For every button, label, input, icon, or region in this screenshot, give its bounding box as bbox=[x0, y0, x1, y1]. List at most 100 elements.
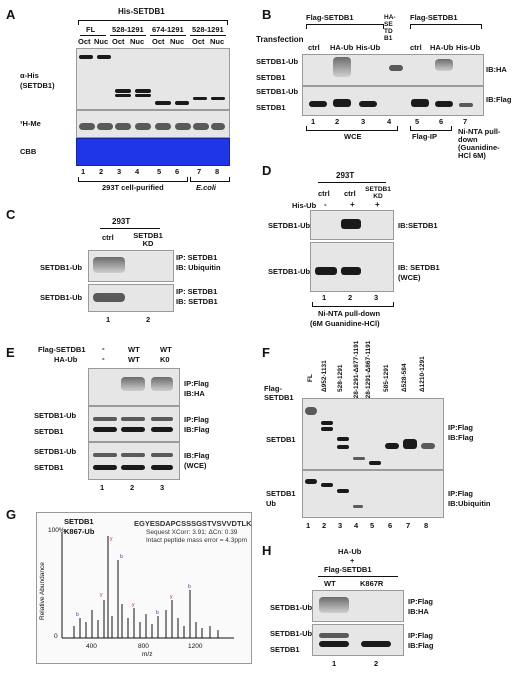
blot-h1 bbox=[312, 590, 404, 622]
lane-number: 3 bbox=[338, 521, 343, 530]
ip-label: (WCE) bbox=[184, 461, 207, 470]
h-header: Flag-SETDB1 bbox=[324, 565, 372, 574]
lane-number: 4 bbox=[387, 117, 392, 126]
blot-f1 bbox=[302, 398, 444, 470]
svg-text:b: b bbox=[120, 554, 123, 560]
band-label: SETDB1-Ub bbox=[268, 267, 311, 276]
row-label: Flag-SETDB1 bbox=[38, 345, 86, 354]
col-label: WT bbox=[324, 579, 336, 588]
ip-label: IP:Flag bbox=[448, 423, 474, 432]
h-header: HA-Ub bbox=[338, 547, 362, 556]
band-label: SETDB1-Ub bbox=[256, 57, 299, 66]
band-label: SETDB1-Ub bbox=[270, 629, 313, 638]
svg-text:y: y bbox=[100, 592, 103, 598]
col-label: K867R bbox=[360, 579, 384, 588]
panel-a-header: His-SETDB1 bbox=[118, 7, 165, 16]
lane-number: 1 bbox=[106, 315, 111, 324]
svg-text:y: y bbox=[170, 594, 173, 600]
lane-number: 1 bbox=[81, 167, 86, 176]
svg-text:b: b bbox=[188, 584, 191, 590]
row-label: (SETDB1) bbox=[20, 81, 55, 90]
his-ub-label: His-Ub bbox=[292, 201, 317, 210]
lane-number: 3 bbox=[361, 117, 366, 126]
blot-ub bbox=[88, 250, 174, 282]
lane-number: 7 bbox=[197, 167, 202, 176]
band-label: SETDB1 bbox=[34, 463, 64, 472]
lane-number: 4 bbox=[354, 521, 359, 530]
fraction-label: Nuc bbox=[210, 37, 225, 46]
group-label: 528-1291 bbox=[112, 25, 144, 34]
blot-h3me bbox=[76, 110, 230, 138]
panel-a-letter: A bbox=[6, 7, 16, 22]
blot-ib-ha bbox=[302, 54, 484, 86]
fraction-label: Oct bbox=[192, 37, 205, 46]
fraction-label: Nuc bbox=[94, 37, 109, 46]
ip-label: IB:HA bbox=[184, 389, 205, 398]
panel-e-letter: E bbox=[6, 345, 15, 360]
xtick: 800 bbox=[138, 643, 149, 650]
blot-d1 bbox=[310, 210, 394, 240]
spectrum-peaks bbox=[73, 536, 219, 638]
band-label: SETDB1 bbox=[34, 427, 64, 436]
ip-label: IP:Flag bbox=[448, 489, 474, 498]
lane-number: 5 bbox=[370, 521, 375, 530]
fraction-label: Oct bbox=[152, 37, 165, 46]
construct-label: 528-1291-Δ877-1191 bbox=[353, 340, 360, 402]
ytick: 100% bbox=[48, 527, 65, 534]
lane-number: 2 bbox=[335, 117, 340, 126]
fraction-label: Oct bbox=[78, 37, 91, 46]
blot-cbb bbox=[76, 138, 230, 166]
col-label: ctrl bbox=[318, 189, 330, 198]
lane-number: 1 bbox=[322, 293, 327, 302]
x-axis-label: m/z bbox=[142, 651, 153, 658]
blot-h2 bbox=[312, 624, 404, 656]
panel-f-letter: F bbox=[262, 345, 270, 360]
row-label: HA-Ub bbox=[54, 355, 78, 364]
col-label: HA-Ub bbox=[430, 43, 454, 52]
cond: WT bbox=[160, 345, 172, 354]
lane-number: 6 bbox=[175, 167, 180, 176]
ip-label: IB: Ubiquitin bbox=[176, 263, 221, 272]
panel-d-letter: D bbox=[262, 163, 272, 178]
ib-label: (WCE) bbox=[398, 273, 421, 282]
source-293t: 293T cell-purified bbox=[102, 183, 164, 192]
row-label: ³H-Me bbox=[20, 119, 41, 128]
lane-number: 2 bbox=[146, 315, 151, 324]
cond: WT bbox=[128, 345, 140, 354]
panel-c-letter: C bbox=[6, 207, 16, 222]
spectrum-title: K867-Ub bbox=[64, 527, 95, 536]
construct-label: FL bbox=[307, 374, 314, 382]
lane-number: 6 bbox=[388, 521, 393, 530]
row-label: CBB bbox=[20, 147, 37, 156]
svg-text:b: b bbox=[76, 612, 79, 618]
construct-label: Δ528-584 bbox=[401, 363, 408, 392]
cell-label: 293T bbox=[336, 171, 355, 180]
lane-number: 6 bbox=[439, 117, 444, 126]
group-label: 528-1291 bbox=[192, 25, 224, 34]
blot-e2 bbox=[88, 406, 180, 442]
group-label: FL bbox=[86, 25, 96, 34]
fraction-label: Oct bbox=[112, 37, 125, 46]
transfection-label: Transfection bbox=[256, 35, 304, 44]
ib-label: IB: SETDB1 bbox=[398, 263, 440, 272]
group-label: Flag-IP bbox=[412, 132, 438, 141]
sign: - bbox=[324, 200, 327, 209]
flag-setdb1-label: Flag-SETDB1 bbox=[306, 13, 354, 22]
ip-label: IP:Flag bbox=[408, 597, 434, 606]
ip-label: IP:Flag bbox=[408, 631, 434, 640]
cond: - bbox=[102, 354, 105, 363]
cond: - bbox=[102, 344, 105, 353]
lane-number: 1 bbox=[100, 483, 105, 492]
lane-number: 8 bbox=[424, 521, 429, 530]
spectrum-svg: b y y b y b y b bbox=[61, 532, 234, 639]
footer-label: Ni-NTA pull-down bbox=[318, 309, 381, 318]
fraction-label: Nuc bbox=[170, 37, 185, 46]
ytick: 0 bbox=[54, 633, 58, 640]
lane-number: 3 bbox=[117, 167, 122, 176]
y-axis-label: Relative Abundance bbox=[39, 562, 46, 620]
construct-label: 528-1291-Δ867-1191 bbox=[365, 340, 372, 402]
blot-e3 bbox=[88, 442, 180, 480]
flag-setdb1-label: Flag-SETDB1 bbox=[410, 13, 458, 22]
ib-label: IB:SETDB1 bbox=[398, 221, 438, 230]
band-label: SETDB1 bbox=[256, 103, 286, 112]
